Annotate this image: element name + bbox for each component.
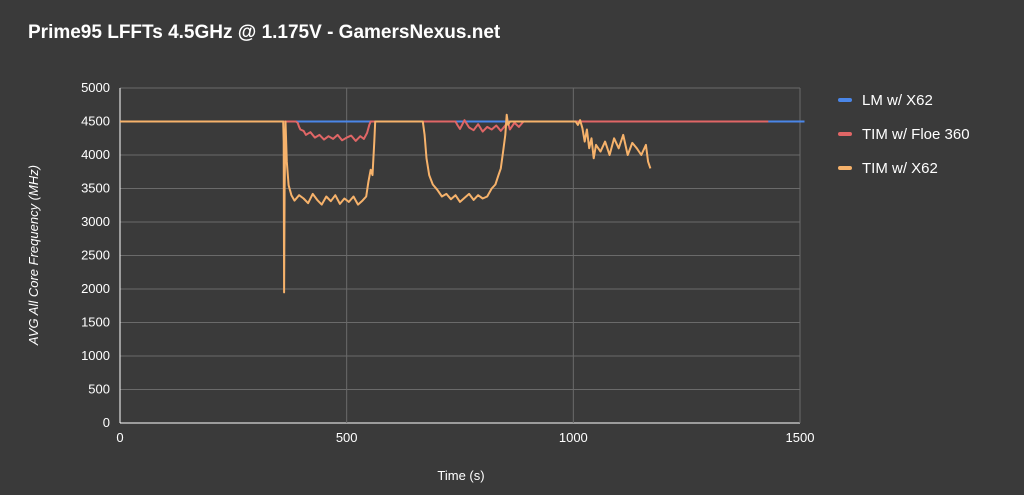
legend-label: TIM w/ Floe 360	[862, 125, 970, 143]
x-tick-label: 1000	[559, 430, 588, 445]
y-tick-label: 3500	[81, 181, 110, 196]
legend-swatch	[838, 98, 852, 102]
y-tick-label: 500	[88, 382, 110, 397]
series-line-2	[120, 113, 652, 294]
x-tick-label: 500	[336, 430, 358, 445]
y-tick-label: 3000	[81, 214, 110, 229]
y-tick-label: 1500	[81, 315, 110, 330]
y-axis-title: AVG All Core Frequency (MHz)	[26, 165, 41, 346]
y-tick-label: 4500	[81, 114, 110, 129]
y-tick-label: 2000	[81, 281, 110, 296]
legend-label: TIM w/ X62	[862, 159, 938, 177]
y-tick-label: 4000	[81, 147, 110, 162]
legend-label: LM w/ X62	[862, 91, 933, 109]
y-tick-label: 1000	[81, 348, 110, 363]
y-tick-label: 2500	[81, 248, 110, 263]
legend-item: LM w/ X62	[838, 83, 970, 117]
legend-swatch	[838, 166, 852, 170]
legend-item: TIM w/ X62	[838, 151, 970, 185]
chart-title: Prime95 LFFTs 4.5GHz @ 1.175V - GamersNe…	[28, 22, 501, 43]
series-line-1	[120, 119, 769, 142]
legend-swatch	[838, 132, 852, 136]
y-tick-label: 5000	[81, 80, 110, 95]
x-tick-label: 1500	[786, 430, 815, 445]
y-tick-label: 0	[103, 415, 110, 430]
x-axis-title: Time (s)	[437, 468, 484, 483]
legend: LM w/ X62 TIM w/ Floe 360 TIM w/ X62	[838, 83, 970, 185]
x-tick-label: 0	[116, 430, 123, 445]
legend-item: TIM w/ Floe 360	[838, 117, 970, 151]
